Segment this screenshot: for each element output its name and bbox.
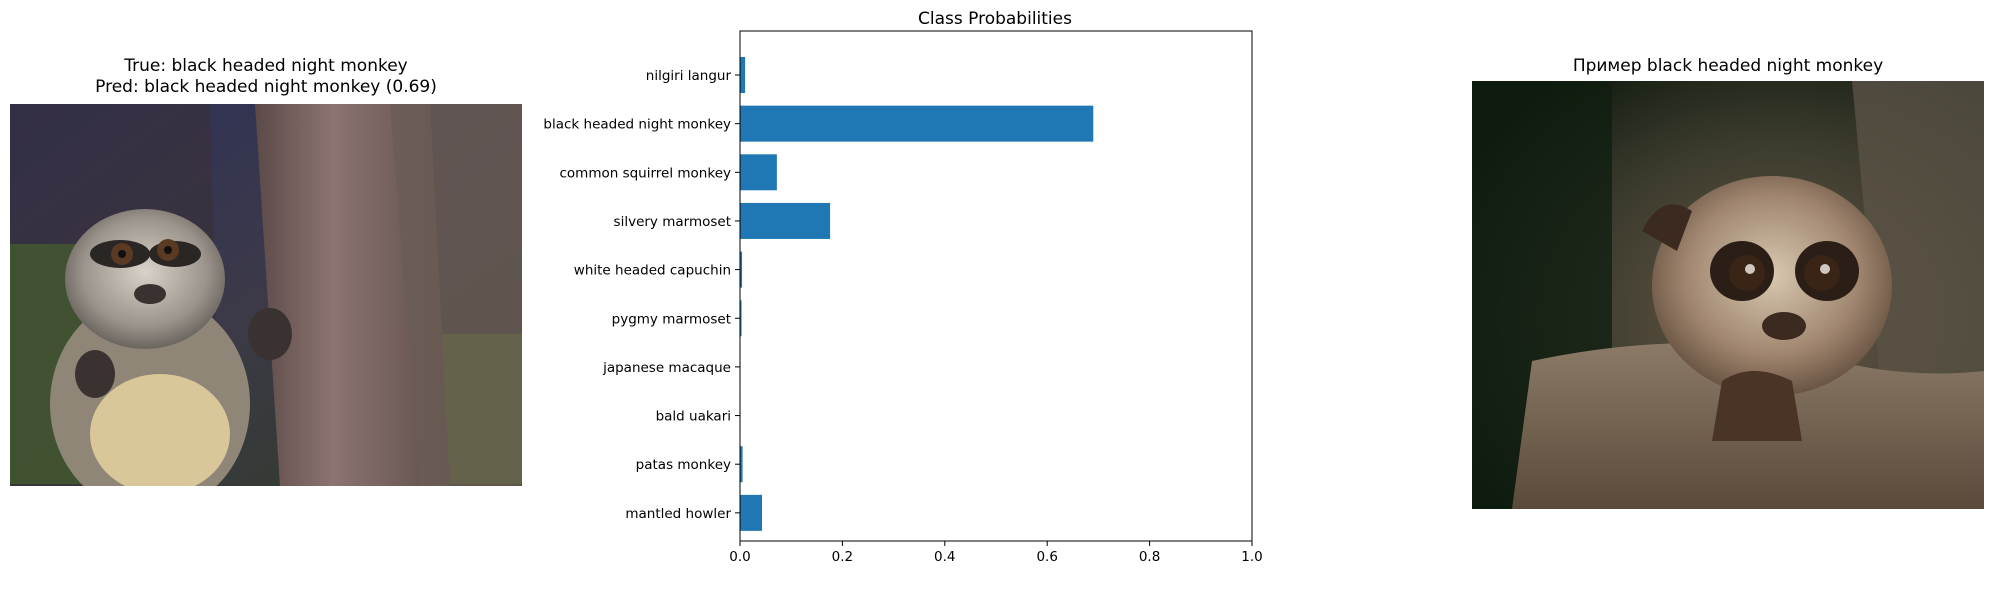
bar-patas-monkey	[740, 446, 743, 483]
bar-mantled-howler	[740, 494, 763, 531]
y-tick-label: bald uakari	[656, 409, 731, 425]
chart-title: Class Probabilities	[918, 9, 1072, 29]
bar-silvery-marmoset	[740, 202, 831, 239]
y-tick-label: nilgiri langur	[646, 68, 732, 84]
bar-nilgiri-langur	[740, 57, 746, 93]
example-monkey-photo	[1472, 81, 1984, 509]
true-label-title: True: black headed night monkey	[124, 56, 408, 76]
pred-label-title: Pred: black headed night monkey (0.69)	[95, 77, 437, 97]
example-title: Пример black headed night monkey	[1572, 56, 1884, 76]
input-monkey-photo	[10, 104, 522, 486]
x-axis-ticks: 0.0 0.2 0.4 0.6 0.8 1.0	[729, 541, 1263, 565]
y-tick-label: japanese macaque	[602, 360, 731, 376]
bars-layer	[740, 57, 1094, 531]
y-tick-label: common squirrel monkey	[559, 165, 731, 181]
bar-common-squirrel-monkey	[740, 154, 777, 191]
plot-frame	[739, 30, 1253, 542]
bar-black-headed-night-monkey	[740, 105, 1094, 142]
bar-pygmy-marmoset	[740, 300, 742, 337]
x-tick-label: 0.8	[1139, 549, 1160, 565]
y-tick-label: silvery marmoset	[614, 214, 731, 230]
bar-white-headed-capuchin	[740, 251, 743, 288]
y-tick-label: patas monkey	[636, 457, 731, 473]
x-tick-label: 0.4	[934, 549, 955, 565]
y-tick-label: pygmy marmoset	[612, 311, 731, 327]
y-tick-label: mantled howler	[625, 506, 731, 522]
x-tick-label: 1.0	[1241, 549, 1262, 565]
x-tick-label: 0.2	[832, 549, 853, 565]
x-tick-label: 0.0	[729, 549, 750, 565]
y-tick-label: white headed capuchin	[574, 263, 731, 279]
y-tick-label: black headed night monkey	[543, 117, 731, 133]
y-axis-ticks: nilgiri langur black headed night monkey c…	[543, 68, 740, 522]
x-tick-label: 0.6	[1036, 549, 1057, 565]
